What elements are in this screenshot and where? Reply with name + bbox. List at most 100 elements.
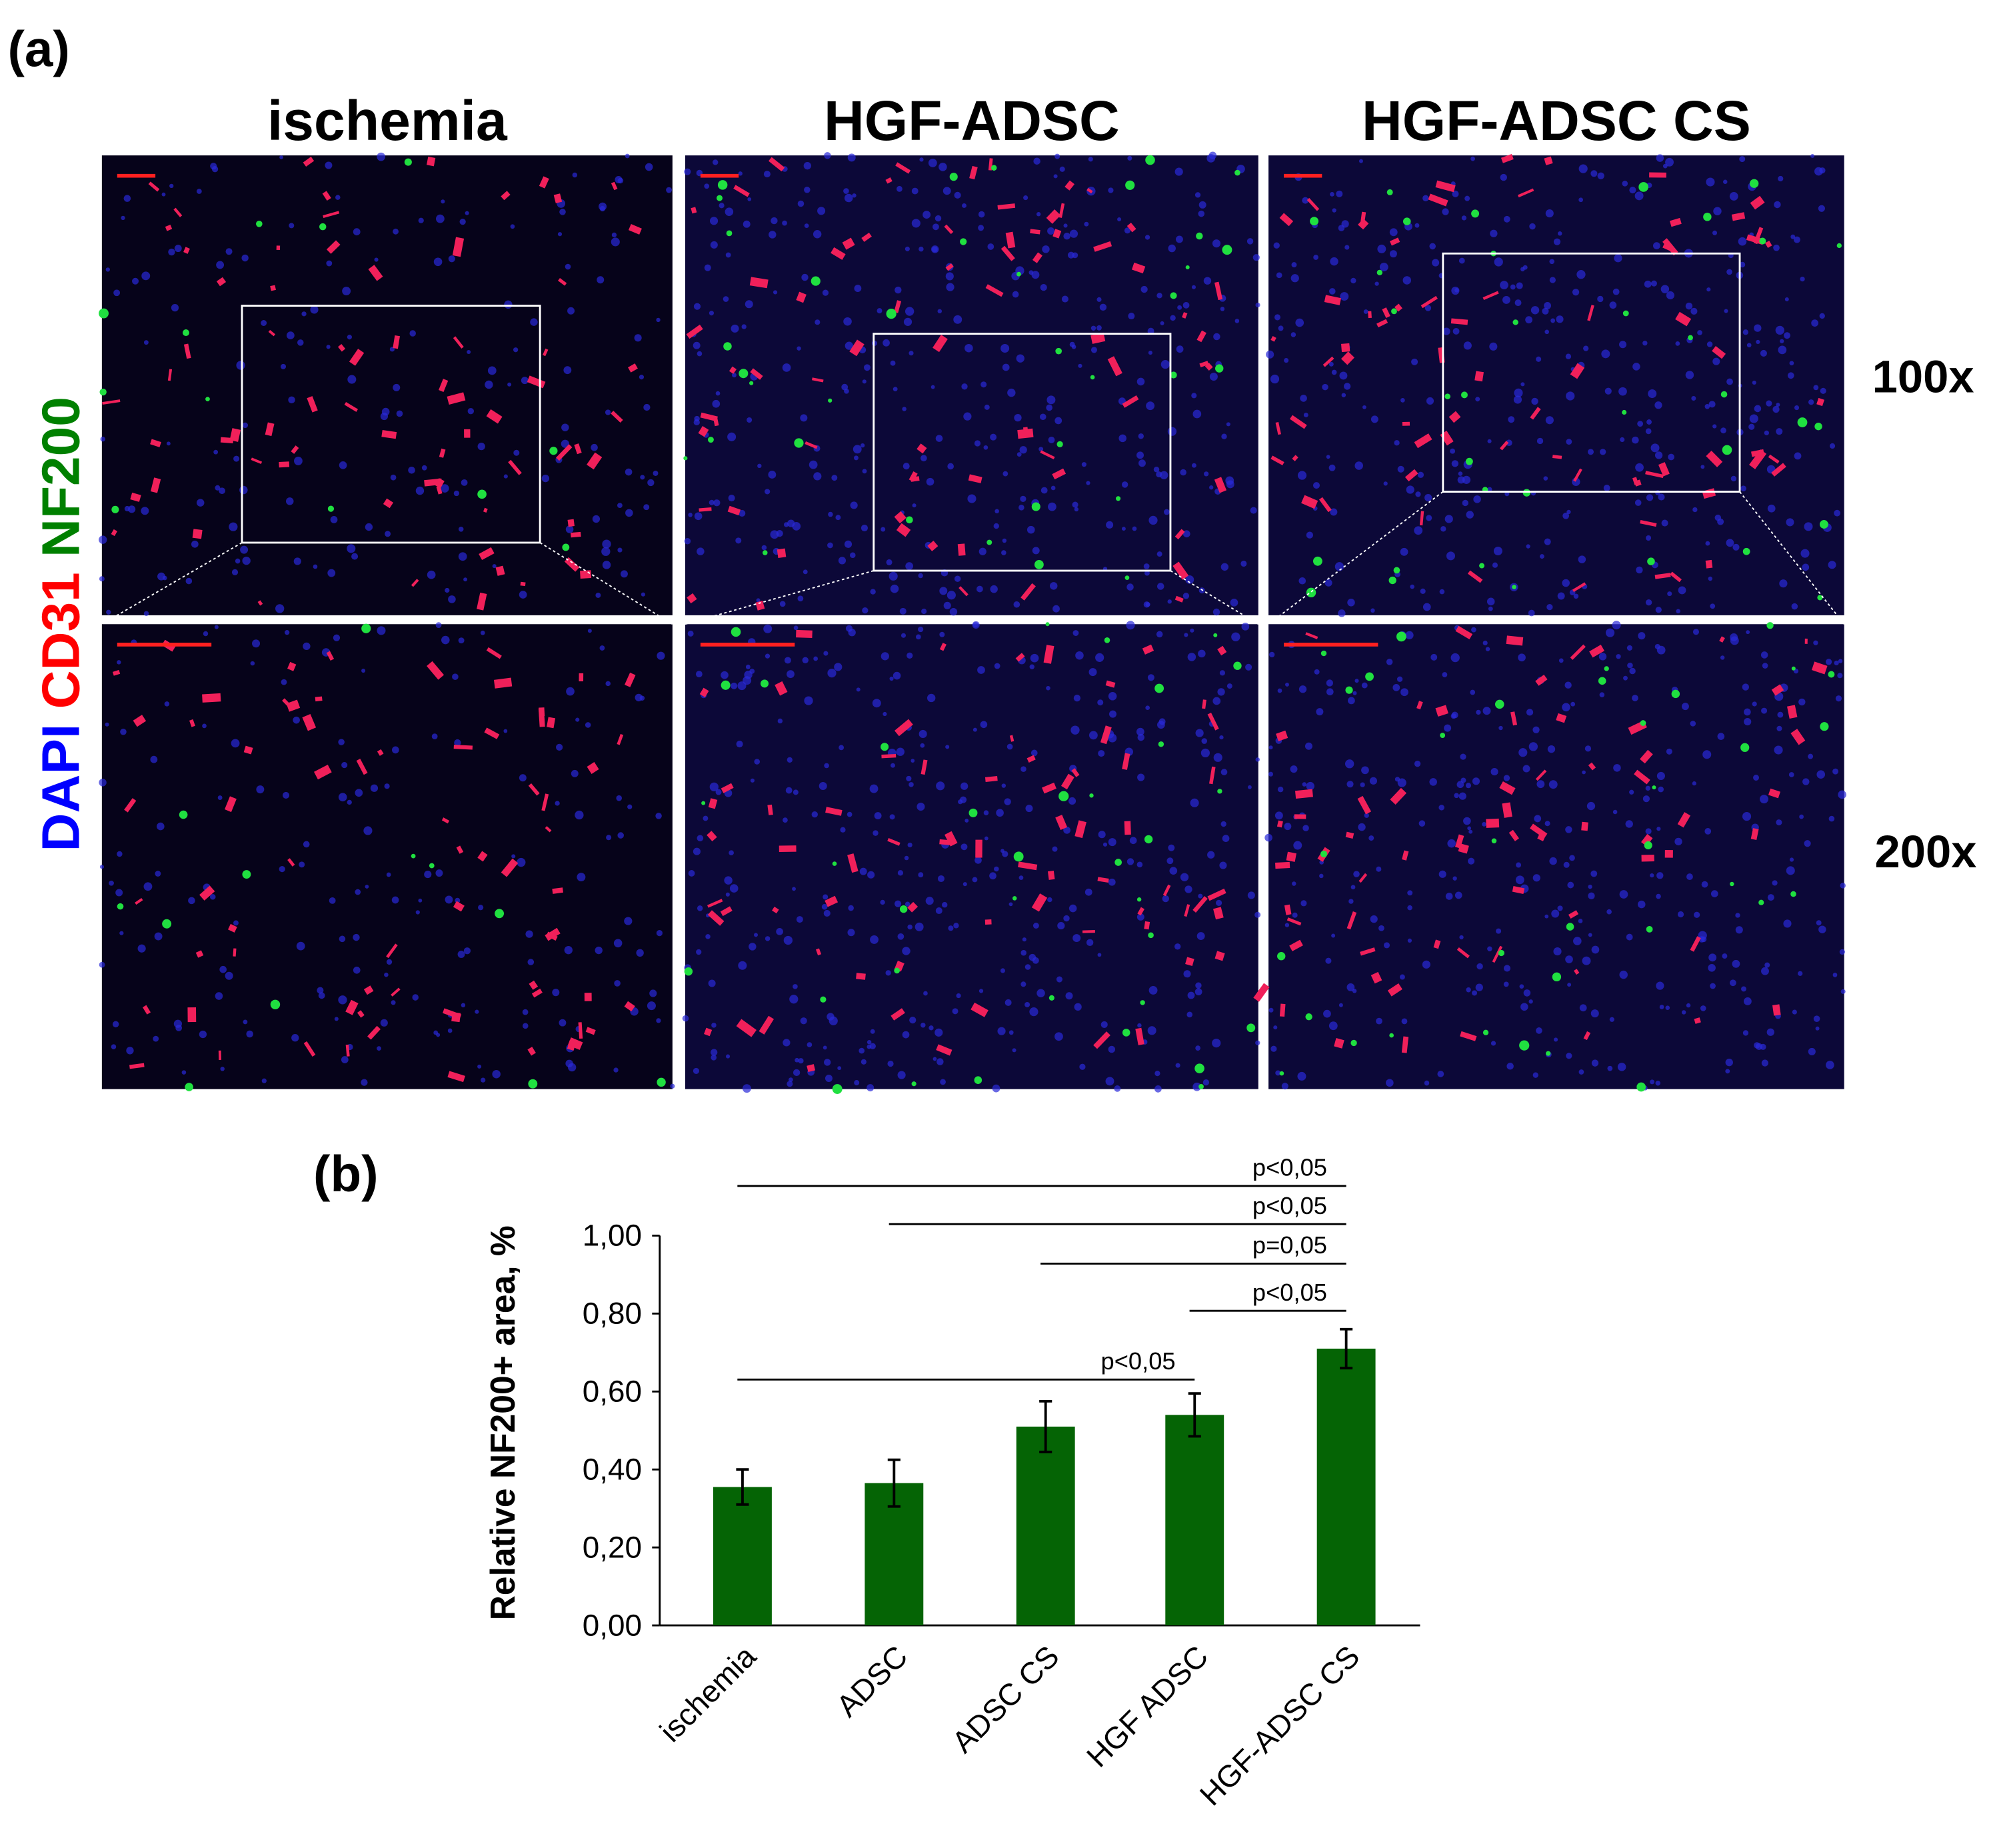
nucleus <box>847 811 853 817</box>
nucleus <box>1203 277 1212 285</box>
nucleus <box>1645 599 1652 606</box>
micrograph-background <box>1268 155 1844 615</box>
nucleus <box>1378 925 1384 931</box>
nucleus <box>487 366 497 375</box>
nucleus <box>793 625 799 631</box>
nucleus <box>761 545 767 551</box>
vessel <box>691 207 697 214</box>
nucleus <box>1072 252 1078 259</box>
nucleus <box>341 1056 349 1063</box>
significance-label: p<0,05 <box>1252 1192 1327 1219</box>
vessel <box>453 901 465 912</box>
vessel <box>1055 815 1068 831</box>
nucleus <box>1503 215 1510 223</box>
vessel <box>1184 904 1190 917</box>
nucleus <box>1175 1063 1180 1068</box>
nucleus <box>1202 1079 1210 1086</box>
nerve-fiber <box>1512 585 1516 589</box>
vessel <box>1500 153 1514 163</box>
nucleus <box>721 671 729 679</box>
nerve-fiber <box>749 381 754 385</box>
nucleus <box>1722 953 1728 959</box>
vessel <box>959 586 969 597</box>
vessel <box>124 798 137 813</box>
nucleus <box>824 1059 831 1066</box>
nucleus <box>946 283 955 291</box>
nerve-fiber <box>1114 859 1122 866</box>
nucleus <box>887 1060 894 1067</box>
nucleus <box>965 819 969 823</box>
nerve-fiber <box>1320 650 1327 657</box>
nucleus <box>587 629 592 633</box>
nucleus <box>1629 789 1634 795</box>
vessel <box>1694 1017 1701 1024</box>
nucleus <box>923 211 931 219</box>
micrograph-background <box>101 155 673 615</box>
nucleus <box>1677 911 1684 918</box>
vessel <box>1058 203 1065 218</box>
nucleus <box>1354 461 1363 470</box>
nucleus <box>458 552 467 561</box>
nucleus <box>624 917 633 925</box>
nucleus <box>459 219 466 225</box>
nucleus <box>1392 683 1400 691</box>
nucleus <box>100 436 105 442</box>
nucleus <box>990 433 997 441</box>
nucleus <box>1124 227 1130 234</box>
nucleus <box>945 272 954 281</box>
vessel <box>1100 725 1112 745</box>
nucleus <box>171 304 179 312</box>
nerve-fiber <box>1124 575 1130 580</box>
nucleus <box>1306 531 1314 539</box>
nerve-fiber <box>495 909 505 919</box>
nucleus <box>980 721 988 729</box>
nucleus <box>935 907 943 915</box>
nucleus <box>754 759 761 765</box>
vessel <box>1634 769 1650 785</box>
nucleus <box>1240 560 1247 567</box>
vessel <box>192 529 203 539</box>
nucleus <box>242 422 249 429</box>
nerve-fiber <box>1828 671 1835 678</box>
nucleus <box>848 905 854 911</box>
nerve-fiber <box>1646 925 1653 933</box>
nucleus <box>1619 341 1627 349</box>
nerve-fiber <box>1170 371 1177 379</box>
nucleus <box>137 944 146 953</box>
nucleus <box>787 670 795 679</box>
vessel <box>1192 896 1208 913</box>
nucleus <box>1385 1079 1394 1087</box>
nucleus <box>106 609 111 615</box>
nucleus <box>99 535 107 544</box>
nucleus <box>909 1016 917 1024</box>
nucleus <box>592 515 601 523</box>
nucleus <box>175 1024 183 1031</box>
vessel <box>896 523 911 537</box>
nucleus <box>1582 956 1591 965</box>
nerve-fiber <box>1491 838 1497 844</box>
nucleus <box>1031 271 1040 279</box>
nucleus <box>1549 857 1557 865</box>
nucleus <box>1219 670 1226 676</box>
vessel <box>1705 559 1713 569</box>
nucleus <box>1360 782 1365 787</box>
nucleus <box>235 558 241 564</box>
nucleus <box>563 366 572 375</box>
vessel <box>927 541 939 551</box>
nucleus <box>1300 900 1307 907</box>
nerve-fiber <box>1310 217 1319 226</box>
nucleus <box>893 387 898 392</box>
nucleus <box>754 933 758 937</box>
nucleus <box>1306 781 1314 791</box>
nucleus <box>1578 197 1584 203</box>
nucleus <box>919 729 927 738</box>
nucleus <box>522 1023 529 1029</box>
nucleus <box>1285 682 1289 687</box>
nucleus <box>132 277 139 285</box>
nucleus <box>904 855 909 861</box>
nucleus <box>1755 1043 1763 1050</box>
nucleus <box>1145 705 1150 711</box>
vessel <box>323 211 340 218</box>
nucleus <box>330 516 338 523</box>
nucleus <box>850 552 856 559</box>
